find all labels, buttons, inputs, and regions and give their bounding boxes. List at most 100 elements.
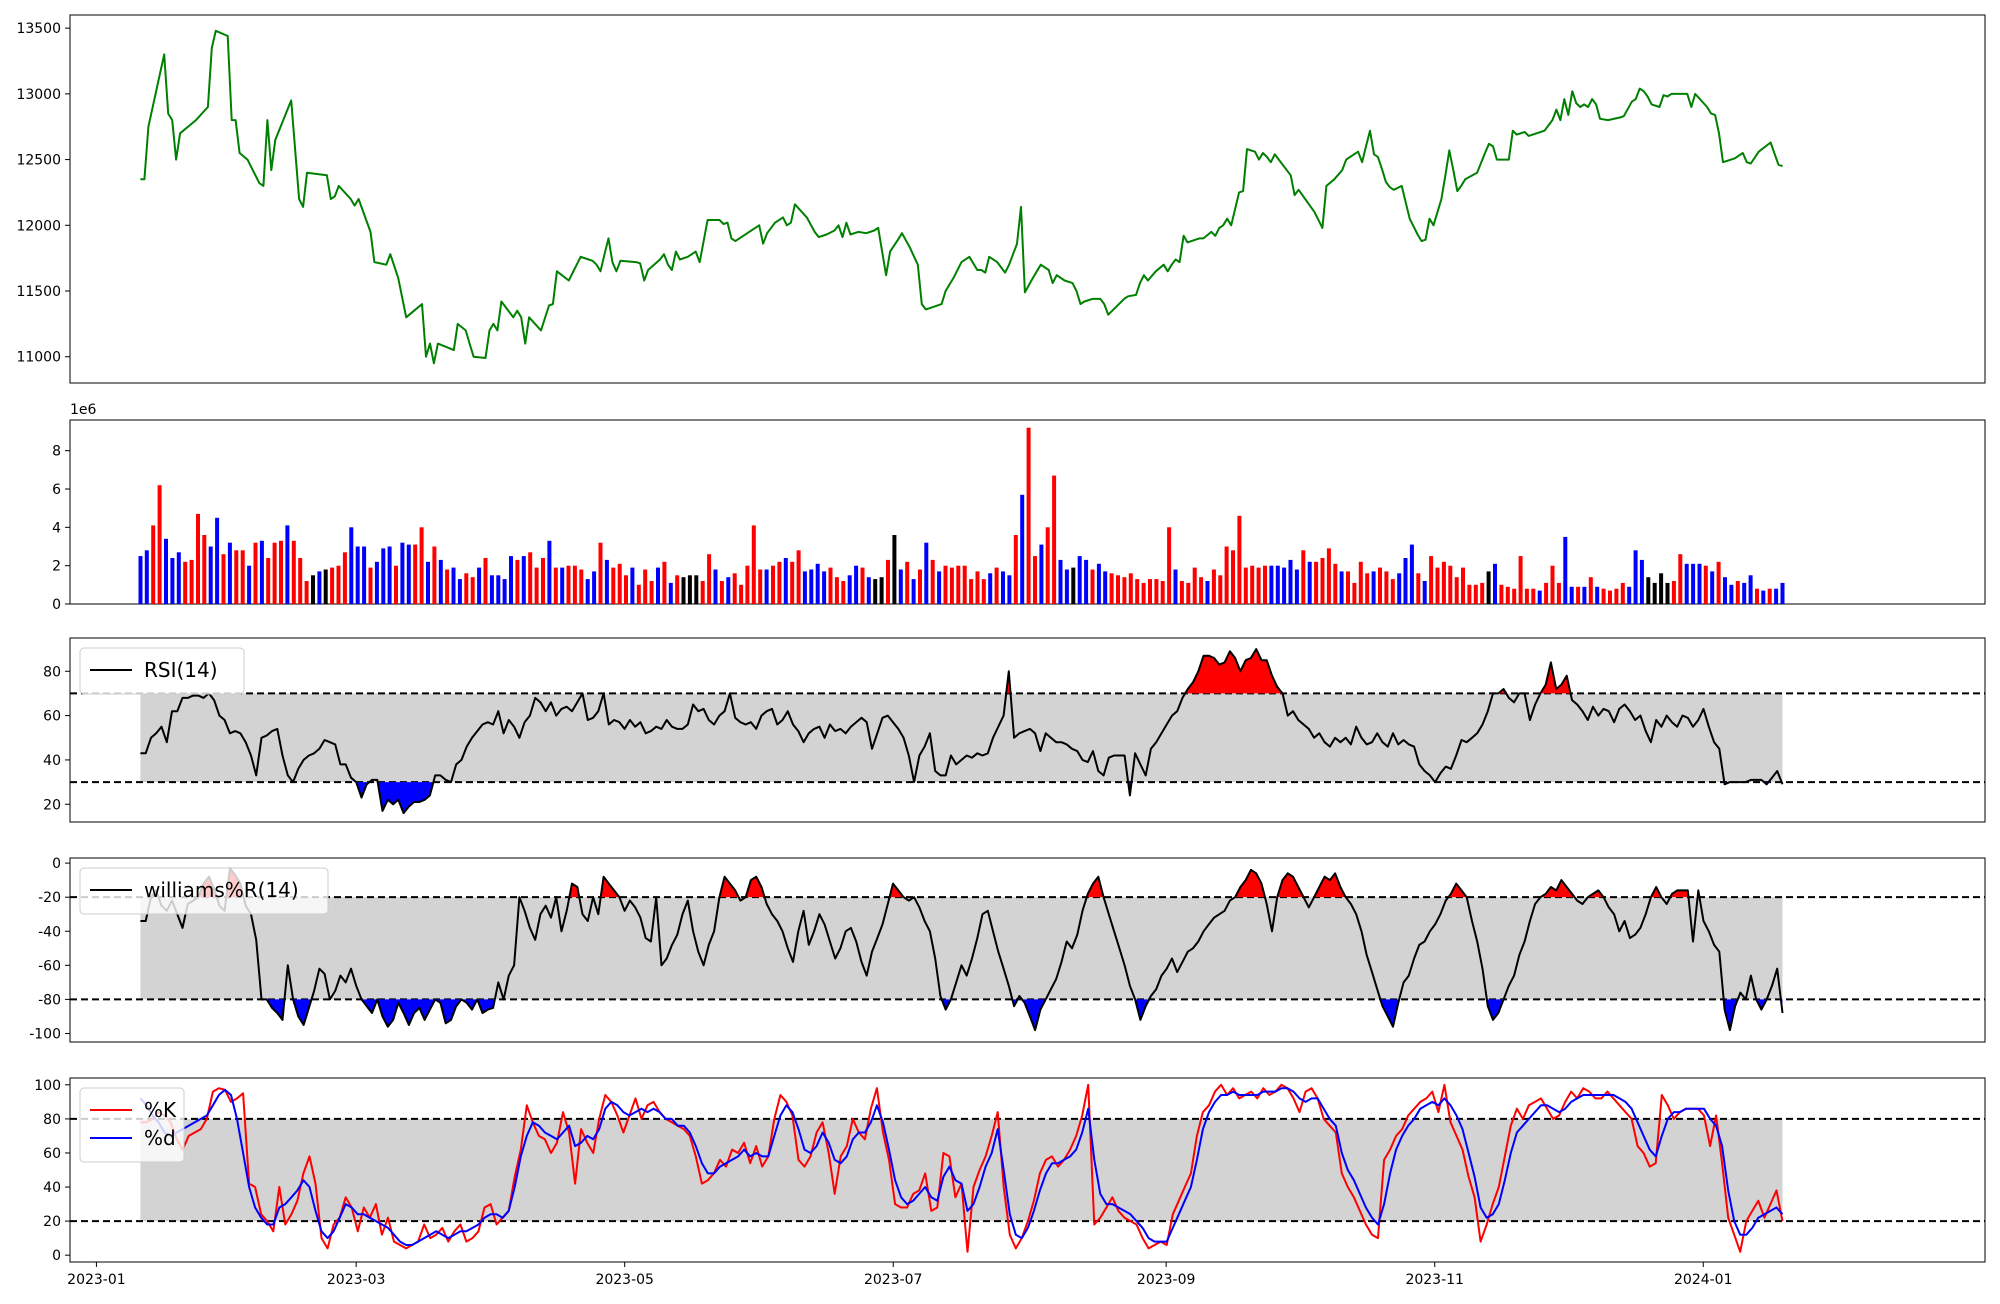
volume-bar [918, 569, 922, 604]
stochastic-ytick-label: 40 [43, 1180, 61, 1196]
volume-bar [911, 579, 916, 604]
volume-bar [489, 575, 494, 605]
volume-bar [1742, 582, 1747, 604]
volume-bar [406, 544, 411, 604]
volume-bar [1378, 567, 1382, 604]
x-tick-label: 2023-09 [1137, 1272, 1196, 1288]
volume-bar [1505, 586, 1510, 605]
volume-bar [1627, 586, 1632, 605]
legend-label: %K [144, 1098, 177, 1122]
volume-bar [649, 581, 654, 604]
price-line [140, 29, 1783, 365]
volume-bar [323, 569, 328, 604]
volume-bar [1275, 565, 1280, 604]
volume-bar [419, 527, 424, 604]
stochastic-ytick-label: 100 [34, 1078, 61, 1094]
volume-bar [1556, 582, 1561, 604]
volume-bar [413, 544, 418, 604]
volume-bar [1294, 569, 1299, 604]
volume-bar [1237, 515, 1242, 604]
volume-bar [969, 579, 974, 604]
williams-band [140, 897, 1783, 1000]
volume-bar [1544, 582, 1549, 604]
volume-bar [1026, 427, 1031, 604]
volume-bar [1077, 556, 1082, 604]
volume-bar [221, 554, 226, 604]
legend-label: williams%R(14) [144, 878, 299, 902]
volume-bar [311, 575, 315, 605]
volume-ytick-label: 6 [52, 482, 61, 498]
williams-overbought-fill [1650, 887, 1662, 898]
williams-oversold-fill [1756, 999, 1767, 1010]
volume-bar [739, 584, 744, 604]
price-ytick-label: 12500 [16, 153, 61, 169]
volume-bar [1314, 561, 1319, 604]
volume-bar [1199, 577, 1204, 604]
volume-bar [1563, 536, 1568, 604]
volume-bar [1569, 586, 1574, 605]
volume-bar [342, 552, 347, 605]
volume-bar [534, 567, 539, 604]
volume-bar [1301, 550, 1306, 604]
volume-bar [854, 565, 859, 604]
volume-bar [1499, 584, 1504, 604]
volume-bar [1263, 565, 1267, 604]
volume-bar [259, 540, 264, 605]
volume-bar [1116, 575, 1120, 605]
volume-bar [1160, 581, 1165, 604]
price-panel: 11000 11500 12000 12500 13000 13500 [16, 14, 1986, 384]
stochastic-d-line [139, 1087, 1784, 1246]
volume-bar [1659, 573, 1664, 604]
volume-bar [994, 567, 999, 604]
volume-bar [1084, 559, 1089, 604]
volume-bar [1231, 550, 1235, 604]
volume-bar [1358, 561, 1363, 604]
x-tick-label: 2023-07 [864, 1272, 923, 1288]
williams-ytick-label: -20 [38, 890, 61, 906]
volume-ytick-label: 8 [52, 444, 61, 460]
volume-bar [1665, 582, 1670, 604]
volume-bar [1001, 571, 1005, 604]
legend-box [79, 1087, 185, 1163]
rsi-ytick-label: 20 [43, 797, 61, 813]
volume-bar [1397, 573, 1402, 604]
volume-bar [956, 565, 961, 604]
volume-bar [1179, 581, 1184, 604]
volume-bar [515, 559, 520, 604]
volume-bar [1703, 565, 1708, 604]
volume-bar [215, 517, 220, 605]
legend-box [79, 647, 245, 695]
volume-bar [1186, 582, 1191, 604]
volume-bar [1039, 544, 1044, 604]
price-ytick-label: 13000 [16, 87, 61, 103]
volume-bar [349, 527, 354, 604]
volume-bar [1403, 558, 1408, 604]
stochastic-ytick-label: 0 [52, 1248, 61, 1264]
volume-bar [387, 546, 392, 604]
volume-bar [1467, 584, 1472, 604]
volume-bar [873, 579, 878, 604]
volume-bar [240, 550, 245, 604]
volume-bar [521, 556, 526, 604]
volume-bar [1096, 563, 1101, 605]
rsi-ytick-label: 60 [43, 709, 61, 725]
volume-bar [834, 577, 839, 604]
volume-bar [285, 525, 290, 604]
volume-bar [1524, 588, 1529, 604]
volume-bar [700, 581, 705, 604]
volume-bar [368, 567, 373, 604]
volume-bar [374, 561, 379, 604]
volume-bar [483, 558, 488, 604]
volume-bar [1429, 556, 1434, 604]
volume-bar [1167, 527, 1172, 604]
volume-bar [707, 554, 712, 604]
volume-bar [924, 542, 929, 604]
price-ytick-label: 11500 [16, 284, 61, 300]
volume-bar [1448, 565, 1453, 604]
volume-bar [1033, 556, 1037, 604]
volume-bar [1384, 571, 1389, 604]
williams-oversold-fill [1022, 999, 1046, 1031]
legend-label: %d [144, 1126, 176, 1150]
volume-bar [828, 567, 833, 604]
volume-bar [1090, 569, 1095, 604]
